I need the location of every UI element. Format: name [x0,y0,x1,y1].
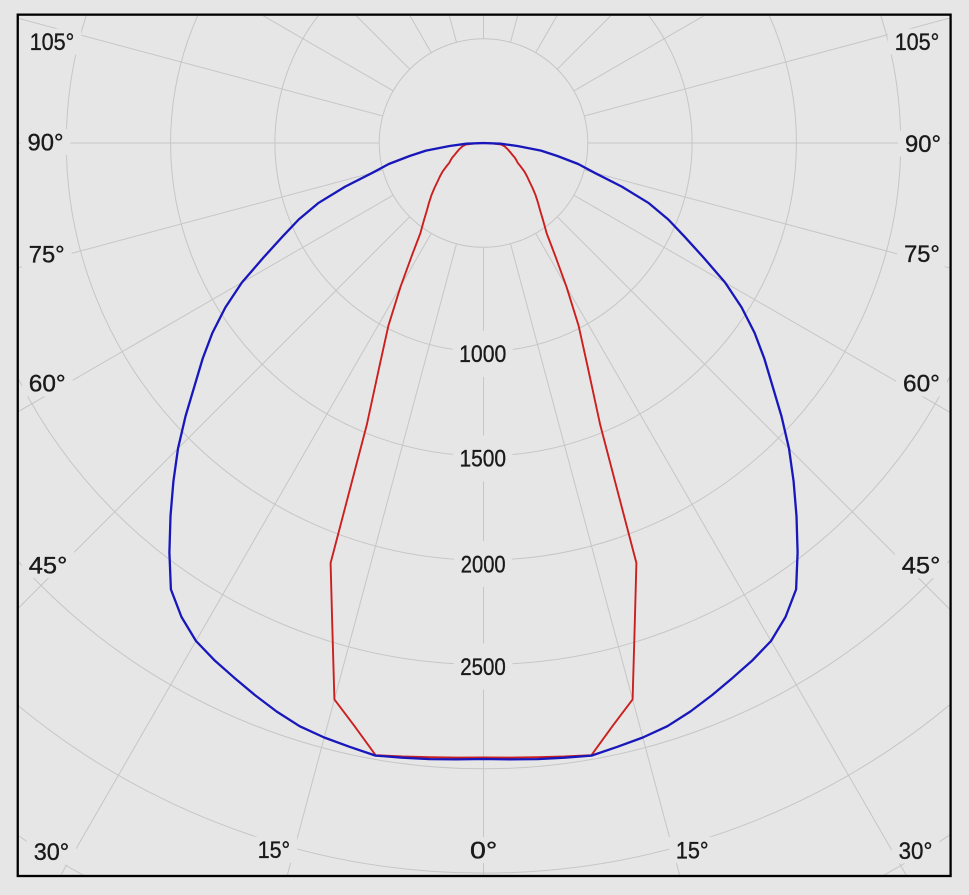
svg-text:90°: 90° [905,131,941,158]
svg-text:45°: 45° [29,552,68,579]
svg-text:2500: 2500 [460,654,506,681]
svg-text:15°: 15° [676,837,709,864]
svg-text:90°: 90° [28,129,64,156]
svg-text:60°: 60° [29,371,66,398]
svg-text:75°: 75° [29,241,65,268]
svg-text:105°: 105° [30,29,75,56]
svg-text:0°: 0° [470,837,497,864]
svg-text:1500: 1500 [459,446,506,473]
svg-text:30°: 30° [899,838,933,865]
svg-text:1000: 1000 [459,341,506,368]
svg-text:60°: 60° [903,371,940,398]
svg-text:45°: 45° [902,552,941,579]
svg-text:75°: 75° [904,241,940,268]
svg-text:15°: 15° [258,837,290,864]
svg-text:2000: 2000 [461,551,506,578]
svg-text:30°: 30° [34,839,69,866]
svg-text:105°: 105° [895,29,940,56]
